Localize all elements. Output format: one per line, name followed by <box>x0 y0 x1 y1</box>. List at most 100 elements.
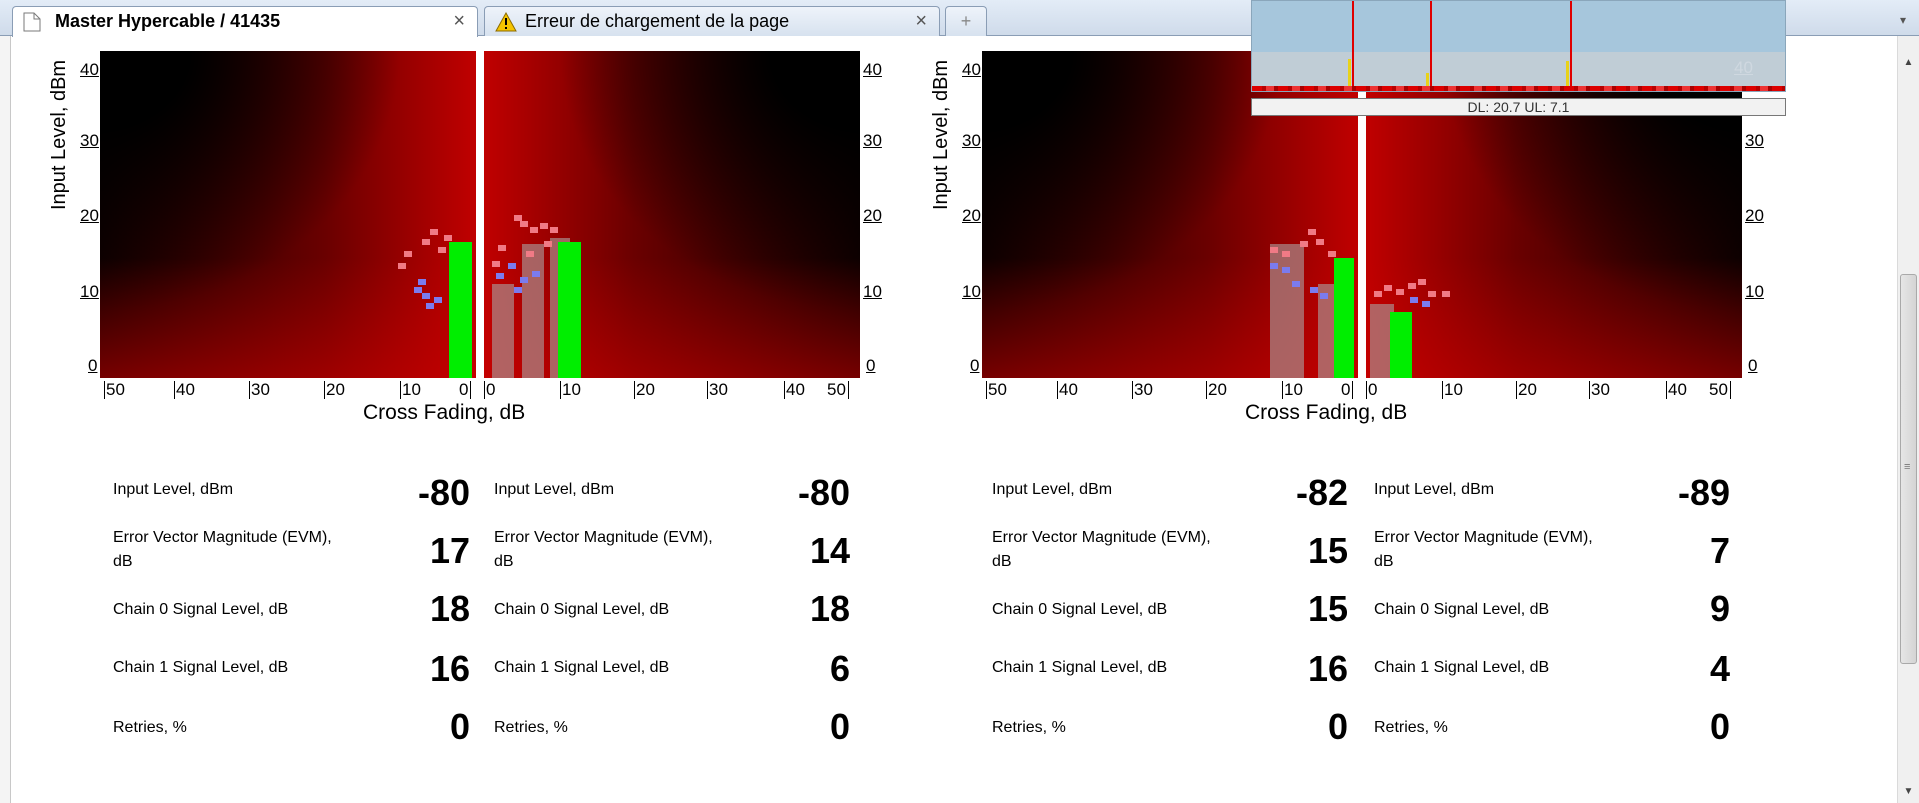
stat-value: -80 <box>417 472 470 513</box>
evm-dot <box>1418 279 1426 285</box>
level-dot <box>434 297 442 303</box>
x-tick: 0 <box>1366 380 1378 399</box>
x-tick: 10 <box>1282 380 1303 399</box>
evm-dot <box>398 263 406 269</box>
throughput-caption: DL: 20.7 UL: 7.1 <box>1251 98 1786 116</box>
signal-bar <box>449 242 472 378</box>
close-tab-icon[interactable]: × <box>453 10 465 32</box>
stat-value: 0 <box>829 706 850 747</box>
evm-dot <box>1384 285 1392 291</box>
tab-master-hypercable[interactable]: Master Hypercable / 41435 × <box>12 6 478 37</box>
y-tick: 30 <box>962 131 981 150</box>
stat-label: Chain 0 Signal Level, dB <box>113 601 289 618</box>
y-tick: 20 <box>863 206 882 225</box>
level-dot <box>422 293 430 299</box>
evm-dot <box>1270 247 1278 253</box>
level-dot <box>426 303 434 309</box>
y-tick: 40 <box>80 60 99 79</box>
stat-label: Retries, % <box>113 719 187 736</box>
tab-title: Master Hypercable / 41435 <box>55 11 281 31</box>
level-dot <box>1320 293 1328 299</box>
evm-dot <box>498 245 506 251</box>
level-dot <box>1310 287 1318 293</box>
stat-value: -80 <box>797 472 850 513</box>
evm-dot <box>422 239 430 245</box>
warning-icon <box>495 11 517 40</box>
y-axis-label: Input Level, dBm <box>48 59 70 210</box>
tab-page-load-error[interactable]: Erreur de chargement de la page × <box>484 6 940 36</box>
level-dot <box>418 279 426 285</box>
x-axis-label: Cross Fading, dB <box>363 401 526 424</box>
tab-title: Erreur de chargement de la page <box>525 11 790 31</box>
history-bar <box>492 284 514 378</box>
y-tick: 10 <box>962 282 981 301</box>
scroll-down-arrow-icon[interactable]: ▼ <box>1903 786 1914 797</box>
overlay-y-tick: 40 <box>1734 58 1753 77</box>
evm-dot <box>1428 291 1436 297</box>
x-tick: 0 <box>458 381 472 399</box>
x-tick: 30 <box>1132 380 1153 399</box>
y-tick: 0 <box>866 356 876 375</box>
evm-dot <box>526 251 534 257</box>
x-tick: 20 <box>324 380 345 399</box>
y-tick: 40 <box>962 60 981 79</box>
level-dot <box>1292 281 1300 287</box>
scroll-thumb[interactable]: ≡ <box>1900 274 1917 664</box>
heatmap-panel-1a <box>100 51 476 378</box>
stat-label: Input Level, dBm <box>113 481 234 498</box>
evm-dot <box>1396 289 1404 295</box>
stat-value: 9 <box>1709 588 1730 629</box>
evm-dot <box>404 251 412 257</box>
evm-dot <box>1442 291 1450 297</box>
stat-value: -82 <box>1295 472 1348 513</box>
evm-dot <box>1374 291 1382 297</box>
level-dot <box>496 273 504 279</box>
level-dot <box>414 287 422 293</box>
x-tick: 50 <box>986 380 1007 399</box>
close-tab-icon[interactable]: × <box>915 10 927 32</box>
vertical-scrollbar[interactable]: ▲ ≡ ▼ <box>1897 36 1919 803</box>
stat-value: 18 <box>429 588 470 629</box>
y-tick: 20 <box>962 206 981 225</box>
stat-label: Chain 1 Signal Level, dB <box>494 659 670 676</box>
stat-label: Error Vector Magnitude (EVM), dB <box>1374 529 1593 570</box>
stat-label: Input Level, dBm <box>992 481 1113 498</box>
evm-dot <box>540 223 548 229</box>
stat-label: Retries, % <box>992 719 1066 736</box>
stat-label: Input Level, dBm <box>1374 481 1495 498</box>
scroll-up-arrow-icon[interactable]: ▲ <box>1903 57 1914 68</box>
stat-value: 17 <box>429 530 470 571</box>
stat-label: Error Vector Magnitude (EVM), dB <box>992 529 1211 570</box>
y-tick: 10 <box>863 282 882 301</box>
stat-value: 7 <box>1709 530 1730 571</box>
y-tick: 20 <box>1745 206 1764 225</box>
stat-label: Error Vector Magnitude (EVM), dB <box>494 529 713 570</box>
evm-dot <box>1328 251 1336 257</box>
grip-icon: ≡ <box>1904 461 1911 473</box>
heatmap-panel-1b <box>484 51 860 378</box>
evm-dot <box>430 229 438 235</box>
x-tick: 50 <box>104 380 125 399</box>
evm-dot <box>444 235 452 241</box>
x-tick: 10 <box>560 380 581 399</box>
evm-dot <box>1282 251 1290 257</box>
level-dot <box>520 277 528 283</box>
evm-dot <box>544 241 552 247</box>
stat-label: Retries, % <box>1374 719 1448 736</box>
y-tick: 30 <box>1745 131 1764 150</box>
signal-bar <box>558 242 581 378</box>
stat-label: Chain 1 Signal Level, dB <box>113 659 289 676</box>
stat-value: 16 <box>1307 648 1348 689</box>
x-tick: 40 <box>1666 380 1687 399</box>
stat-label: Chain 1 Signal Level, dB <box>1374 659 1550 676</box>
tab-list-chevron-icon[interactable]: ▾ <box>1899 13 1907 27</box>
stat-value: 14 <box>809 530 850 571</box>
stat-label: Chain 0 Signal Level, dB <box>1374 601 1550 618</box>
y-tick: 20 <box>80 206 99 225</box>
new-tab-button[interactable]: + <box>945 6 987 36</box>
x-tick: 40 <box>784 380 805 399</box>
stat-value: 15 <box>1307 588 1348 629</box>
x-tick: 30 <box>707 380 728 399</box>
y-tick: 10 <box>1745 282 1764 301</box>
y-tick: 30 <box>80 131 99 150</box>
